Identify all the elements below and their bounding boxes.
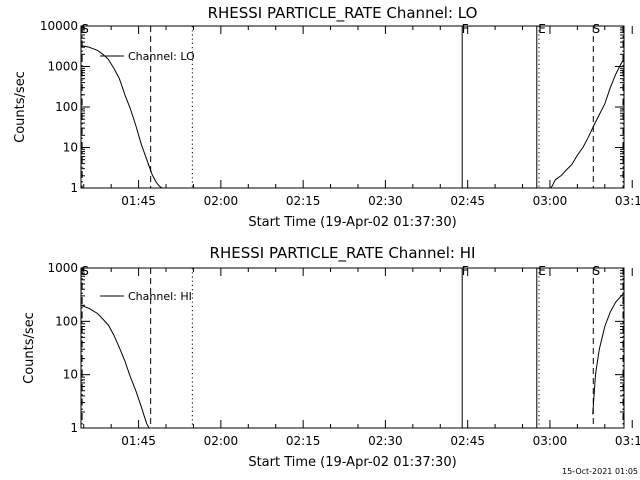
- x-tick-label: 02:15: [286, 194, 321, 208]
- x-tick-label: 02:30: [368, 434, 403, 448]
- chart-panel-hi: RHESSI PARTICLE_RATE Channel: HI Counts/s…: [22, 244, 640, 470]
- x-tick-label: 01:45: [121, 194, 156, 208]
- y-tick-label: 1000: [47, 60, 78, 74]
- event-marker-label: S: [592, 264, 600, 278]
- x-tick-label: 01:45: [121, 434, 156, 448]
- data-line: [81, 45, 163, 188]
- y-tick-label: 10: [63, 368, 78, 382]
- y-tick-label: 100: [55, 100, 78, 114]
- x-tick-label: 02:00: [204, 434, 239, 448]
- x-tick-label: 02:45: [450, 194, 485, 208]
- chart-title: RHESSI PARTICLE_RATE Channel: LO: [208, 4, 478, 23]
- x-tick-label: 02:00: [204, 194, 239, 208]
- y-tick-label: 1: [70, 181, 78, 195]
- y-axis-label: Counts/sec: [13, 71, 28, 143]
- x-tick-label: 03:00: [533, 194, 568, 208]
- y-tick-label: 1: [70, 421, 78, 435]
- x-axis-label: Start Time (19-Apr-02 01:37:30): [248, 215, 456, 230]
- event-marker-label: E: [538, 264, 546, 278]
- data-line: [592, 292, 624, 415]
- y-axis-label: Counts/sec: [22, 312, 37, 384]
- event-marker-label: S: [81, 22, 89, 36]
- y-tick-label: 10000: [40, 19, 78, 33]
- data-line: [81, 304, 150, 428]
- event-marker-label: E: [538, 22, 546, 36]
- plot-frame: [80, 267, 625, 429]
- event-marker-label: S: [81, 264, 89, 278]
- x-axis-label: Start Time (19-Apr-02 01:37:30): [248, 455, 456, 470]
- chart-title: RHESSI PARTICLE_RATE Channel: HI: [210, 244, 476, 263]
- x-tick-label: 02:15: [286, 434, 321, 448]
- legend-label: Channel: HI: [128, 290, 192, 303]
- data-line: [550, 57, 624, 188]
- x-tick-label: 02:30: [368, 194, 403, 208]
- x-tick-label: 03:15: [615, 194, 640, 208]
- y-tick-label: 1000: [47, 261, 78, 275]
- data-series-group: [81, 292, 624, 428]
- event-marker-label: F: [462, 22, 469, 36]
- data-series-group: [81, 45, 624, 188]
- legend-label: Channel: LO: [128, 50, 195, 63]
- y-tick-label: 10: [63, 141, 78, 155]
- chart-panel-lo: RHESSI PARTICLE_RATE Channel: LO Counts/s…: [13, 4, 640, 230]
- x-tick-label: 02:45: [450, 434, 485, 448]
- event-marker-label: S: [592, 22, 600, 36]
- x-tick-label: 03:15: [615, 434, 640, 448]
- generation-timestamp: 15-Oct-2021 01:05: [562, 467, 638, 476]
- event-marker-label: F: [462, 264, 469, 278]
- y-tick-label: 100: [55, 314, 78, 328]
- x-tick-label: 03:00: [533, 434, 568, 448]
